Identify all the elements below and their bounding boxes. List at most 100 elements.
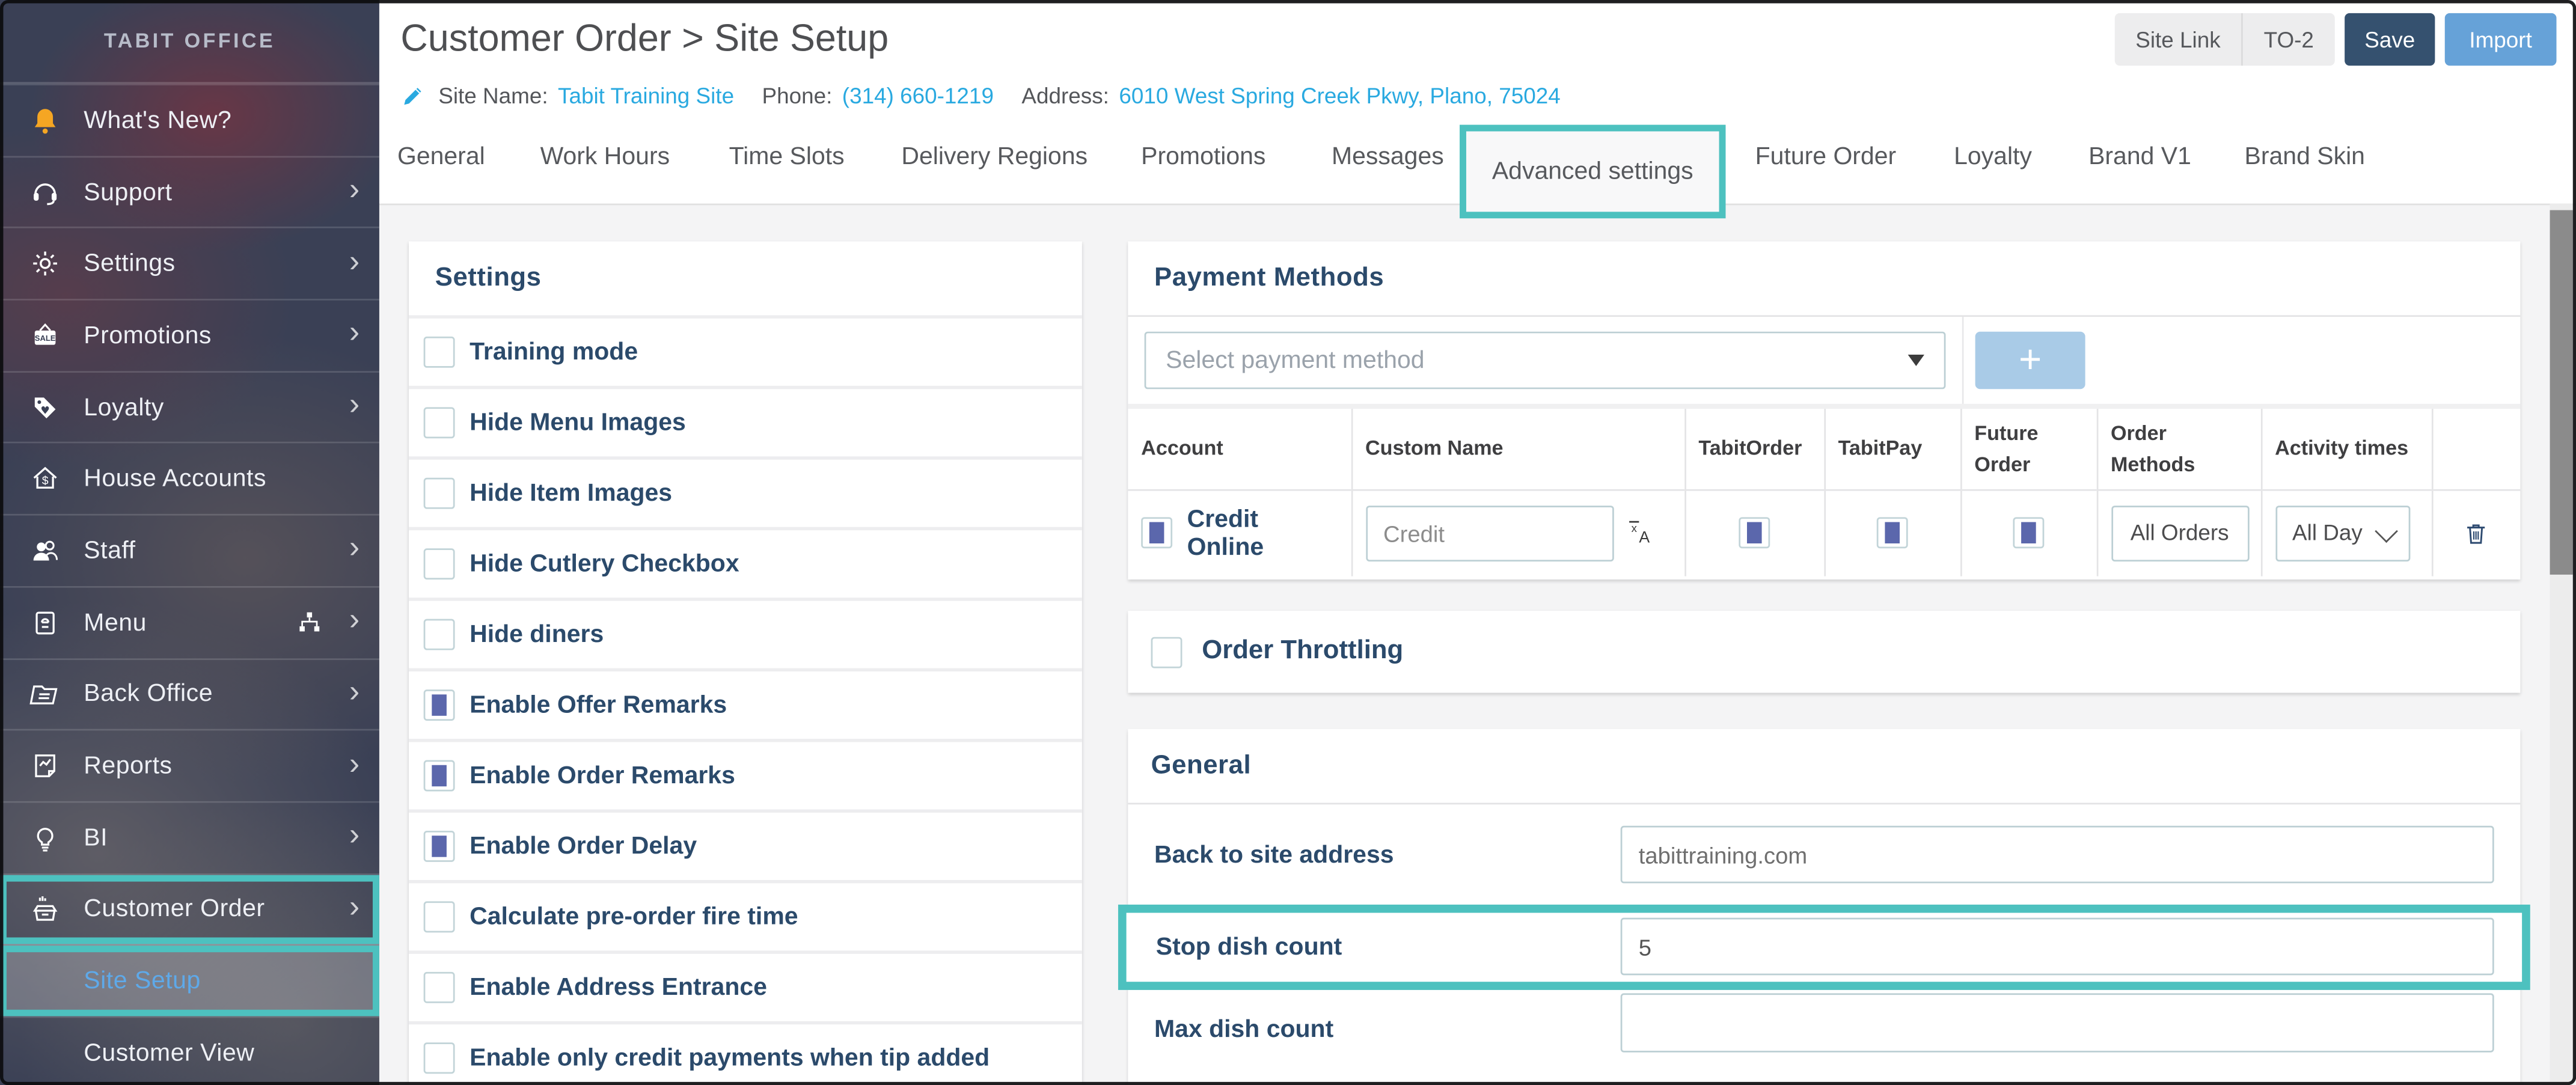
payment-table-header-row: Account Custom Name TabitOrder TabitPay … xyxy=(1128,406,2520,491)
phone-link[interactable]: (314) 660-1219 xyxy=(842,84,994,109)
checkbox-hide-diners[interactable] xyxy=(423,619,455,650)
sidebar-item-reports[interactable]: Reports › xyxy=(0,729,379,801)
tab-brand-v1[interactable]: Brand V1 xyxy=(2088,142,2191,171)
sidebar-item-house-accounts[interactable]: $ House Accounts xyxy=(0,442,379,514)
checkbox-enable-offer-remarks[interactable] xyxy=(423,689,455,721)
svg-text:♥: ♥ xyxy=(40,404,49,416)
sidebar-item-site-setup[interactable]: Site Setup xyxy=(0,944,379,1016)
setting-label: Hide Menu Images xyxy=(470,409,686,437)
checkbox-enable-only-credit-payments[interactable] xyxy=(423,1042,455,1074)
tab-general[interactable]: General xyxy=(397,142,485,171)
sidebar-item-label: Menu xyxy=(84,608,147,637)
sidebar-item-menu[interactable]: Menu › xyxy=(0,585,379,658)
max-dish-count-input[interactable] xyxy=(1620,993,2494,1053)
checkbox-hide-item-images[interactable] xyxy=(423,477,455,509)
sidebar-item-whats-new[interactable]: What's New? xyxy=(0,84,379,155)
sidebar-item-label: Support xyxy=(84,178,173,206)
checkbox-hide-cutlery[interactable] xyxy=(423,548,455,580)
import-button[interactable]: Import xyxy=(2444,13,2557,66)
tab-promotions[interactable]: Promotions xyxy=(1141,142,1266,171)
setting-label: Hide Item Images xyxy=(470,479,673,507)
sidebar-item-promotions[interactable]: SALE Promotions › xyxy=(0,299,379,370)
stop-dish-count-label: Stop dish count xyxy=(1155,933,1342,962)
menu-card-icon xyxy=(28,606,61,639)
edit-pencil-icon[interactable] xyxy=(400,84,425,108)
payment-method-select[interactable]: Select payment method xyxy=(1144,331,1946,390)
tab-loyalty[interactable]: Loyalty xyxy=(1954,142,2032,171)
back-to-site-address-input[interactable] xyxy=(1620,825,2494,884)
checkbox-tabitorder[interactable] xyxy=(1739,518,1770,549)
sidebar-item-label: Promotions xyxy=(84,322,212,350)
tab-advanced-settings[interactable]: Advanced settings xyxy=(1491,157,1693,186)
site-name-label: Site Name: xyxy=(438,84,548,109)
checkbox-training-mode[interactable] xyxy=(423,336,455,368)
checkbox-tabitpay[interactable] xyxy=(1876,518,1908,549)
setting-label: Enable Address Entrance xyxy=(470,973,767,1002)
setting-row-hide-cutlery-checkbox: Hide Cutlery Checkbox xyxy=(409,527,1082,598)
divider xyxy=(1962,317,1964,404)
svg-text:SALE: SALE xyxy=(34,334,55,343)
checkbox-hide-menu-images[interactable] xyxy=(423,407,455,439)
setting-row-calculate-pre-order-fire-time: Calculate pre-order fire time xyxy=(409,879,1082,950)
order-throttling-label: Order Throttling xyxy=(1202,637,1404,665)
payment-account-label: Credit Online xyxy=(1187,505,1264,561)
sidebar-item-customer-view[interactable]: Customer View xyxy=(0,1016,379,1085)
scrollbar-track[interactable] xyxy=(2550,203,2573,1082)
back-to-site-address-row: Back to site address xyxy=(1128,804,2520,905)
sidebar-item-support[interactable]: Support › xyxy=(0,155,379,227)
address-link[interactable]: 6010 West Spring Creek Pkwy, Plano, 7502… xyxy=(1119,84,1561,109)
sidebar-item-back-office[interactable]: Back Office › xyxy=(0,657,379,729)
custom-name-input[interactable] xyxy=(1365,505,1614,561)
sidebar-item-loyalty[interactable]: ♥ Loyalty › xyxy=(0,370,379,442)
tab-future-order[interactable]: Future Order xyxy=(1755,142,1897,171)
sidebar-item-customer-order[interactable]: Customer Order › xyxy=(0,872,379,944)
setting-label: Enable Offer Remarks xyxy=(470,691,727,720)
tab-brand-skin[interactable]: Brand Skin xyxy=(2244,142,2365,171)
tab-time-slots[interactable]: Time Slots xyxy=(729,142,845,171)
sidebar-item-label: Site Setup xyxy=(84,967,201,995)
payment-methods-table: Account Custom Name TabitOrder TabitPay … xyxy=(1128,403,2521,576)
sidebar-item-settings[interactable]: Settings › xyxy=(0,227,379,299)
checkbox-enable-order-remarks[interactable] xyxy=(423,760,455,792)
activity-times-select[interactable]: All Day xyxy=(2275,505,2410,561)
bell-icon xyxy=(28,104,61,137)
checkbox-enable-order-delay[interactable] xyxy=(423,830,455,862)
order-methods-button[interactable]: All Orders xyxy=(2110,505,2249,561)
dropdown-caret-icon xyxy=(1908,354,1924,367)
checkbox-order-throttling[interactable] xyxy=(1151,636,1182,668)
site-link-button[interactable]: Site Link xyxy=(2115,13,2243,66)
setting-row-enable-order-remarks: Enable Order Remarks xyxy=(409,739,1082,809)
svg-text:x: x xyxy=(1630,522,1636,535)
setting-label: Enable Order Delay xyxy=(470,832,697,861)
gear-icon xyxy=(28,248,61,281)
scrollbar-thumb[interactable] xyxy=(2550,210,2573,575)
tab-delivery-regions[interactable]: Delivery Regions xyxy=(901,142,1088,171)
checkbox-credit-online[interactable] xyxy=(1141,518,1173,549)
tab-work-hours[interactable]: Work Hours xyxy=(540,142,670,171)
save-button[interactable]: Save xyxy=(2345,13,2435,66)
delete-payment-method-button[interactable] xyxy=(2446,518,2507,548)
site-name-link[interactable]: Tabit Training Site xyxy=(558,84,735,109)
sitemap-icon[interactable] xyxy=(296,608,323,636)
max-dish-count-row: Max dish count xyxy=(1128,990,2520,1085)
sidebar-item-staff[interactable]: Staff › xyxy=(0,514,379,585)
tab-messages[interactable]: Messages xyxy=(1332,142,1444,171)
chevron-right-icon: › xyxy=(349,388,360,423)
column-header-order-methods: Order Methods xyxy=(2096,406,2262,491)
stop-dish-count-input[interactable] xyxy=(1620,917,2494,976)
column-header-activity-times: Activity times xyxy=(2260,406,2433,491)
app-logo: TABIT OFFICE xyxy=(0,0,379,84)
setting-row-hide-diners: Hide diners xyxy=(409,598,1082,668)
checkbox-enable-address-entrance[interactable] xyxy=(423,971,455,1003)
site-code-button[interactable]: TO-2 xyxy=(2263,27,2314,52)
setting-row-training-mode: Training mode xyxy=(409,315,1082,385)
setting-label: Hide Cutlery Checkbox xyxy=(470,549,739,578)
lightbulb-icon xyxy=(28,821,61,854)
sidebar-item-bi[interactable]: BI › xyxy=(0,801,379,872)
checkbox-future-order[interactable] xyxy=(2013,518,2045,549)
general-panel-title: General xyxy=(1151,751,1252,779)
checkbox-calculate-pre-order-fire-time[interactable] xyxy=(423,901,455,933)
add-payment-method-button[interactable]: + xyxy=(1975,331,2085,390)
